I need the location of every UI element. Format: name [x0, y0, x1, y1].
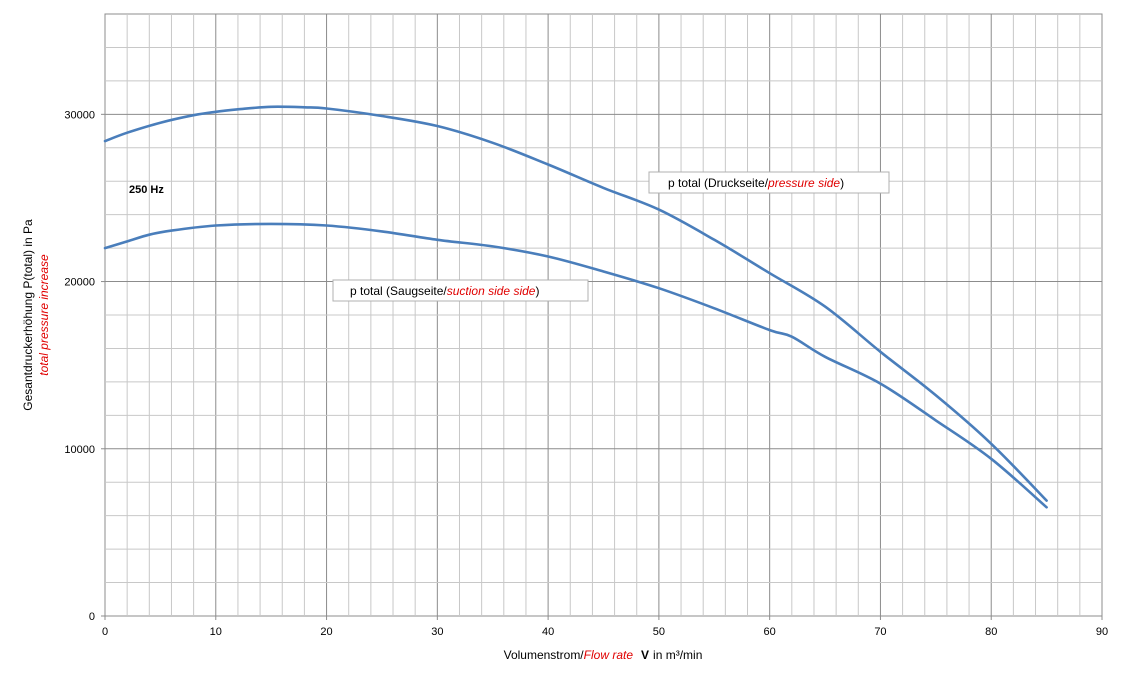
series-line-suction-side	[103, 222, 1048, 509]
x-tick-label: 90	[1096, 626, 1108, 638]
legend-suction-side-text: p total (Saugseite/suction side side)	[350, 284, 539, 298]
series-lines	[103, 105, 1048, 509]
x-tick-label: 20	[320, 626, 332, 638]
legend-suction-side-box	[332, 279, 589, 302]
y-tick-label: 0	[89, 611, 95, 623]
x-tick-label: 80	[985, 626, 997, 638]
grid	[105, 14, 1102, 616]
series-line-pressure-side	[103, 105, 1048, 502]
y-axis-title: Gesantdruckerhöhung P(total) in Pa	[21, 219, 35, 411]
x-tick-label: 50	[653, 626, 665, 638]
frequency-label: 250 Hz	[129, 184, 164, 196]
y-tick-label: 10000	[64, 444, 95, 456]
y-tick-label: 30000	[64, 109, 95, 121]
x-tick-label: 70	[874, 626, 886, 638]
x-tick-label: 60	[764, 626, 776, 638]
legend-pressure-side-text: p total (Druckseite/pressure side)	[668, 176, 844, 190]
x-tick-label: 10	[210, 626, 222, 638]
x-axis-ticks: 0 10 20 30 40 50 60 70 80 90	[102, 616, 1108, 638]
x-tick-label: 0	[102, 626, 108, 638]
legend-suction-side: p total (Saugseite/suction side side)	[332, 279, 589, 302]
x-tick-label: 30	[431, 626, 443, 638]
x-axis-title-part1: Volumenstrom/	[504, 648, 585, 662]
x-axis-title-unit: in m³/min	[653, 648, 702, 662]
x-axis-title-symbol: V	[641, 648, 649, 662]
y-axis-title-red: total pressure increase	[37, 254, 51, 376]
legend-pressure-side: p total (Druckseite/pressure side)	[648, 171, 890, 194]
y-tick-label: 20000	[64, 277, 95, 289]
x-axis-title-red: Flow rate	[584, 648, 634, 662]
legend-pressure-side-box	[648, 171, 890, 194]
x-tick-label: 40	[542, 626, 554, 638]
y-axis-ticks: 0 10000 20000 30000	[64, 109, 105, 623]
